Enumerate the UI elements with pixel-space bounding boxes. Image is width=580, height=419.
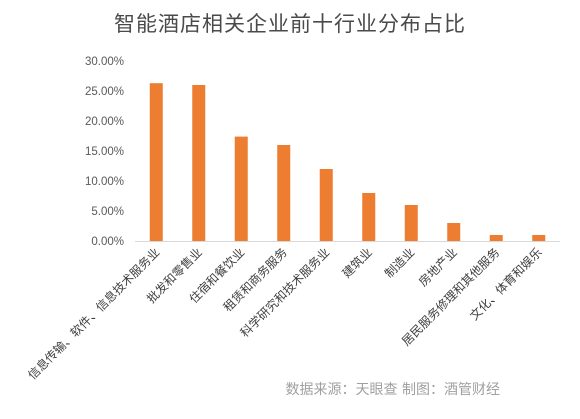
bar: [277, 145, 291, 241]
x-tick-label: 房地产业: [415, 245, 460, 290]
x-axis-labels: 信息传输、软件、信息技术服务业批发和零售业住宿和餐饮业租赁和商务服务科学研究和技…: [24, 245, 544, 383]
y-tick-label: 0.00%: [91, 236, 124, 248]
y-tick-label: 5.00%: [91, 206, 124, 218]
x-tick-label: 制造业: [382, 245, 417, 280]
bar: [192, 85, 206, 241]
bar: [447, 223, 461, 241]
y-tick-label: 30.00%: [85, 56, 124, 68]
bar: [404, 205, 418, 241]
x-tick-label: 建筑业: [339, 245, 375, 281]
bar: [319, 169, 333, 241]
bars-group: [149, 83, 546, 241]
y-tick-label: 10.00%: [85, 176, 124, 188]
bar: [234, 136, 248, 241]
y-tick-label: 20.00%: [85, 116, 124, 128]
y-axis-ticks: 0.00% 5.00% 10.00% 15.00% 20.00% 25.00% 30.00%: [85, 56, 124, 248]
bar: [532, 235, 546, 241]
x-tick-label: 信息传输、软件、信息技术服务业: [24, 245, 162, 383]
chart-title: 智能酒店相关企业前十行业分布占比: [114, 12, 466, 36]
bar: [149, 83, 163, 241]
y-tick-label: 15.00%: [85, 146, 124, 158]
x-tick-label: 文化、体育和娱乐: [466, 245, 544, 323]
bar: [362, 193, 376, 241]
bar: [489, 235, 503, 241]
y-tick-label: 25.00%: [85, 86, 124, 98]
source-note: 数据来源：天眼查 制图：酒管财经: [285, 382, 500, 398]
